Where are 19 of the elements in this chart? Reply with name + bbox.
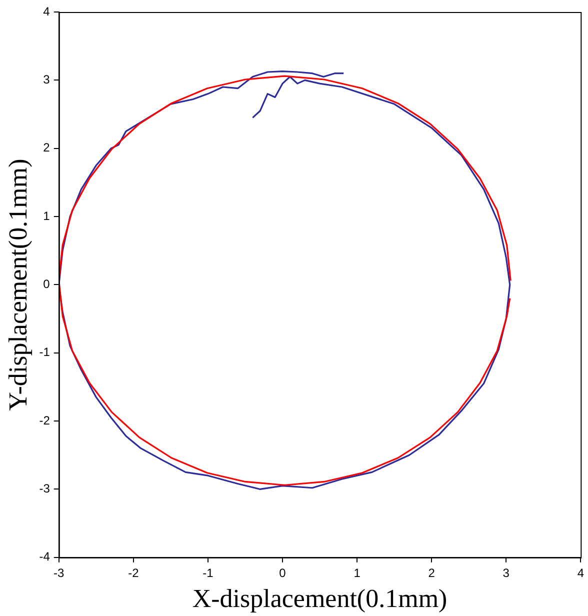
y-tick-label: -4 [39,550,50,564]
x-tick-label: -2 [128,566,140,580]
x-tick-label: 4 [577,566,584,580]
x-axis-title: X-displacement(0.1mm) [192,584,448,614]
x-tick-label: 1 [354,566,361,580]
x-tick-label: -1 [202,566,214,580]
y-tick-label: -3 [39,482,50,496]
y-tick-label: 3 [43,72,50,86]
x-tick-label: -3 [54,566,65,580]
y-tick-label: 4 [43,4,50,18]
y-tick-label: 2 [43,140,50,155]
y-tick-label: -2 [39,413,50,428]
y-tick-label: 0 [43,277,50,292]
y-tick-label: -1 [39,345,50,360]
y-tick-label: 1 [43,208,50,223]
x-tick-label: 3 [502,566,510,580]
x-tick-label: 0 [279,566,286,580]
x-tick-label: 2 [428,566,436,580]
y-axis-title: Y-displacement(0.1mm) [3,158,32,411]
